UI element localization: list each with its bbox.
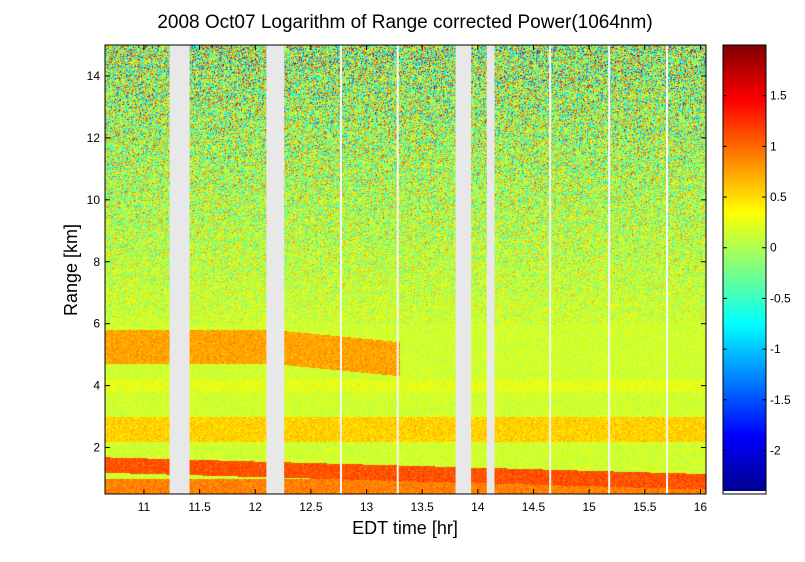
x-tick-label: 11.5 <box>188 500 211 514</box>
colorbar-tick-label: 1 <box>770 139 777 153</box>
colorbar-tick-label: 0 <box>770 241 777 255</box>
x-tick-label: 13.5 <box>411 500 435 514</box>
colorbar-tick-label: -1.5 <box>770 393 791 407</box>
x-tick-label: 13 <box>360 500 374 514</box>
y-tick-label: 10 <box>87 193 101 207</box>
thin-gap <box>549 45 552 494</box>
colorbar-tick-label: 0.5 <box>770 190 787 204</box>
x-tick-label: 11 <box>138 500 151 514</box>
y-tick-label: 4 <box>93 379 100 393</box>
plot-frame <box>104 44 707 495</box>
x-tick-label: 14.5 <box>522 500 546 514</box>
data-gap <box>169 45 190 494</box>
data-gap <box>266 45 285 494</box>
colorbar-gradient <box>723 45 766 491</box>
x-axis-label: EDT time [hr] <box>352 518 458 538</box>
colorbar: -2 -1.5 -1 -0.5 0 0.5 1 1.5 <box>722 44 791 495</box>
thin-gap <box>608 45 611 494</box>
thin-gap <box>666 45 669 494</box>
x-tick-label: 15.5 <box>633 500 657 514</box>
x-tick-label: 12.5 <box>299 500 323 514</box>
y-axis: 2 4 6 8 10 12 14 <box>87 69 706 455</box>
colorbar-tick-label: -2 <box>770 443 781 457</box>
data-gaps <box>169 45 669 494</box>
x-tick-label: 15 <box>582 500 596 514</box>
chart-title: 2008 Oct07 Logarithm of Range corrected … <box>157 12 652 33</box>
x-tick-label: 14 <box>471 500 485 514</box>
x-tick-label: 16 <box>694 500 708 514</box>
data-gap <box>455 45 472 494</box>
colorbar-tick-label: 1.5 <box>770 89 787 103</box>
plot-area <box>105 45 706 494</box>
x-axis: 11 11.5 12 12.5 13 13.5 14 14.5 15 15.5 16 <box>138 45 708 514</box>
y-tick-label: 2 <box>93 441 100 455</box>
colorbar-tick-label: -0.5 <box>770 291 791 305</box>
colorbar-ticks: -2 -1.5 -1 -0.5 0 0.5 1 1.5 <box>723 89 791 457</box>
y-tick-label: 8 <box>93 255 100 269</box>
heatmap-image <box>105 45 706 494</box>
y-tick-label: 12 <box>87 131 101 145</box>
y-tick-label: 6 <box>93 317 100 331</box>
y-axis-label: Range [km] <box>61 224 81 316</box>
thin-gap <box>339 45 342 494</box>
thin-gap <box>396 45 399 494</box>
data-gap <box>486 45 495 494</box>
colorbar-frame <box>722 44 767 495</box>
x-tick-label: 12 <box>249 500 263 514</box>
y-tick-label: 14 <box>87 69 101 83</box>
colorbar-tick-label: -1 <box>770 342 781 356</box>
